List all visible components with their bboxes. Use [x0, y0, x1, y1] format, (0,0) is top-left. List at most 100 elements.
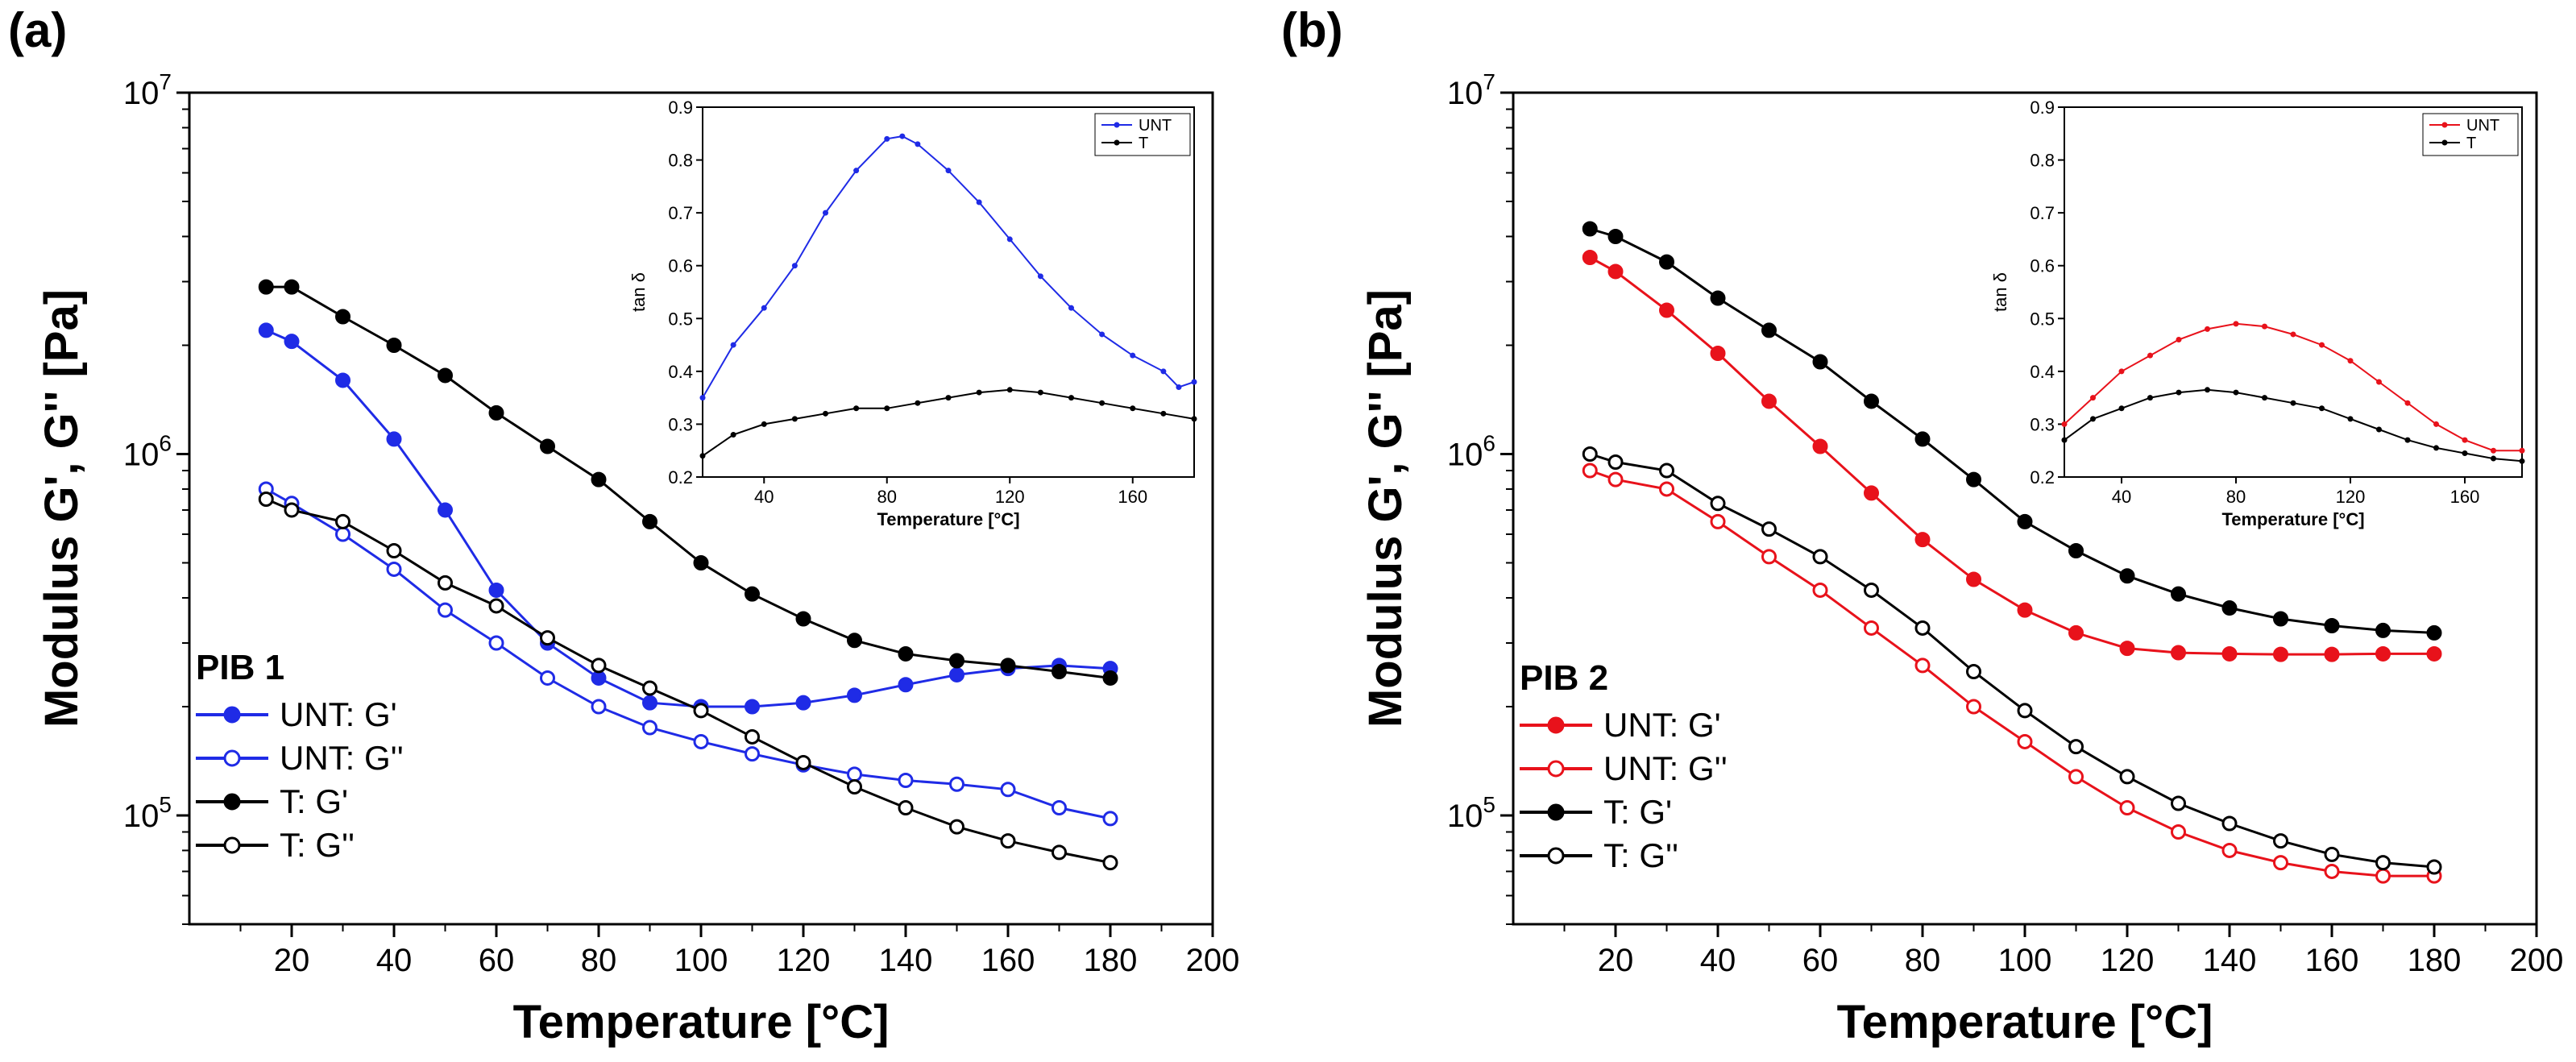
y-tick-label: 105 [123, 792, 172, 834]
data-point [438, 502, 453, 518]
data-point [2017, 703, 2033, 719]
data-point [2171, 824, 2186, 840]
data-point [949, 819, 964, 835]
legend-label: T: G'' [1603, 836, 1678, 874]
data-point [2221, 645, 2238, 662]
data-point [745, 586, 760, 602]
inset-data-point [2433, 421, 2439, 427]
data-point [2221, 600, 2238, 616]
data-point [2375, 868, 2391, 884]
legend-label: UNT: G' [1603, 706, 1721, 744]
data-point [1052, 799, 1067, 815]
inset-legend-marker [1114, 122, 1120, 128]
inset-y-tick-label: 0.6 [2030, 256, 2055, 276]
inset-data-point [699, 395, 706, 401]
inset-y-tick-label: 0.4 [2030, 362, 2055, 382]
y-tick-label: 106 [123, 430, 172, 472]
data-point [438, 367, 453, 384]
x-tick-label: 180 [2408, 943, 2462, 978]
data-point [2221, 842, 2238, 858]
inset-data-point [1006, 236, 1013, 243]
x-tick-label: 100 [1998, 943, 2052, 978]
data-point [335, 372, 351, 388]
inset-data-point [2376, 426, 2382, 433]
inset-y-tick-label: 0.4 [668, 362, 693, 382]
data-point [2426, 645, 2442, 662]
data-point [386, 431, 402, 447]
inset-series-1 [699, 387, 1197, 459]
inset-chart: 40 80 120 160 0.2 0.3 0.4 0.5 0.6 0.7 0.8 0.9 Temper… [628, 97, 1197, 529]
legend-swatch-marker [1547, 760, 1565, 778]
inset-x-tick-label: 160 [1118, 487, 1147, 507]
data-point [1966, 471, 1981, 487]
inset-legend-label: T [2466, 135, 2476, 152]
inset-data-point [945, 395, 952, 401]
data-point [335, 526, 351, 542]
data-point [1102, 855, 1118, 871]
y-tick-label: 107 [1447, 69, 1495, 111]
inset-data-point [823, 209, 828, 216]
data-point [1582, 463, 1598, 479]
data-point [1659, 463, 1674, 479]
y-tick-label: 106 [1447, 430, 1495, 472]
inset-data-point [2433, 445, 2439, 451]
data-point [642, 513, 657, 529]
inset-data-point [976, 199, 982, 205]
inset-x-tick-label: 120 [995, 487, 1025, 507]
legend-label: UNT: G' [280, 695, 397, 733]
legend-label: UNT: G'' [1603, 749, 1728, 787]
inset-series-0 [2061, 321, 2525, 454]
data-point [2119, 568, 2135, 584]
data-point [745, 699, 760, 715]
inset-legend-label: T [1139, 135, 1148, 152]
chart-panel-a: (a) 20 40 60 80 100 120 140 160 180 200 105 106 107 Te… [8, 3, 1239, 1048]
inset-data-point [2061, 421, 2068, 427]
data-point [335, 513, 351, 529]
data-point [1000, 782, 1016, 798]
inset-data-point [2491, 447, 2496, 454]
data-point [1812, 549, 1828, 565]
series-3 [258, 492, 1118, 871]
x-tick-label: 180 [1084, 943, 1138, 978]
data-point [1607, 263, 1624, 280]
data-point [2375, 855, 2391, 871]
inset-data-point [2233, 389, 2239, 396]
inset-data-point [2090, 395, 2096, 401]
inset-data-point [791, 263, 798, 269]
inset-data-point [1099, 400, 1105, 406]
legend-title: PIB 1 [196, 648, 284, 687]
x-tick-label: 120 [2101, 943, 2155, 978]
data-point [642, 695, 657, 711]
data-point [2324, 618, 2340, 634]
data-point [1607, 454, 1624, 470]
data-point [1812, 354, 1828, 370]
data-point [1102, 670, 1118, 686]
chart-panel-b: (b) 20 40 60 80 100 120 140 160 180 200 105 106 107 Te… [1281, 3, 2563, 1048]
data-point [2017, 733, 2033, 749]
inset-data-point [2491, 455, 2496, 462]
data-point [642, 720, 657, 736]
series-line [265, 487, 1111, 820]
data-point [745, 728, 760, 745]
data-point [2426, 859, 2442, 875]
data-point [898, 773, 914, 789]
series-1 [258, 481, 1118, 827]
inset-x-axis-title: Temperature [°C] [877, 509, 1019, 529]
data-point [258, 492, 274, 508]
inset-data-point [915, 400, 921, 406]
inset-data-point [1191, 416, 1197, 422]
series-line [265, 498, 1111, 865]
data-point [898, 799, 914, 815]
data-point [2273, 611, 2288, 627]
data-point [2017, 513, 2033, 529]
series-line [265, 329, 1111, 708]
data-point [2426, 624, 2442, 641]
inset-data-point [2090, 416, 2096, 422]
inset-data-point [2462, 437, 2468, 443]
panel-label: (b) [1281, 3, 1343, 57]
data-point [258, 279, 274, 295]
legend-swatch-marker [223, 749, 241, 767]
data-point [1914, 431, 1931, 447]
inset-data-point [2061, 437, 2068, 443]
inset-data-point [761, 305, 767, 311]
